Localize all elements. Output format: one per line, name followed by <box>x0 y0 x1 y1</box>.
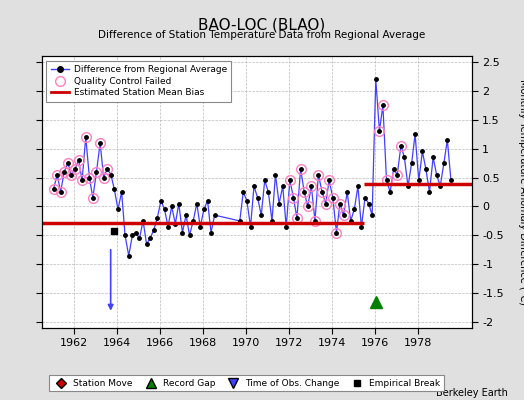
Legend: Difference from Regional Average, Quality Control Failed, Estimated Station Mean: Difference from Regional Average, Qualit… <box>47 60 231 102</box>
Legend: Station Move, Record Gap, Time of Obs. Change, Empirical Break: Station Move, Record Gap, Time of Obs. C… <box>49 375 444 392</box>
Y-axis label: Monthly Temperature Anomaly Difference (°C): Monthly Temperature Anomaly Difference (… <box>518 79 524 305</box>
Text: Berkeley Earth: Berkeley Earth <box>436 388 508 398</box>
Text: Difference of Station Temperature Data from Regional Average: Difference of Station Temperature Data f… <box>99 30 425 40</box>
Text: BAO-LOC (BLAO): BAO-LOC (BLAO) <box>199 18 325 33</box>
